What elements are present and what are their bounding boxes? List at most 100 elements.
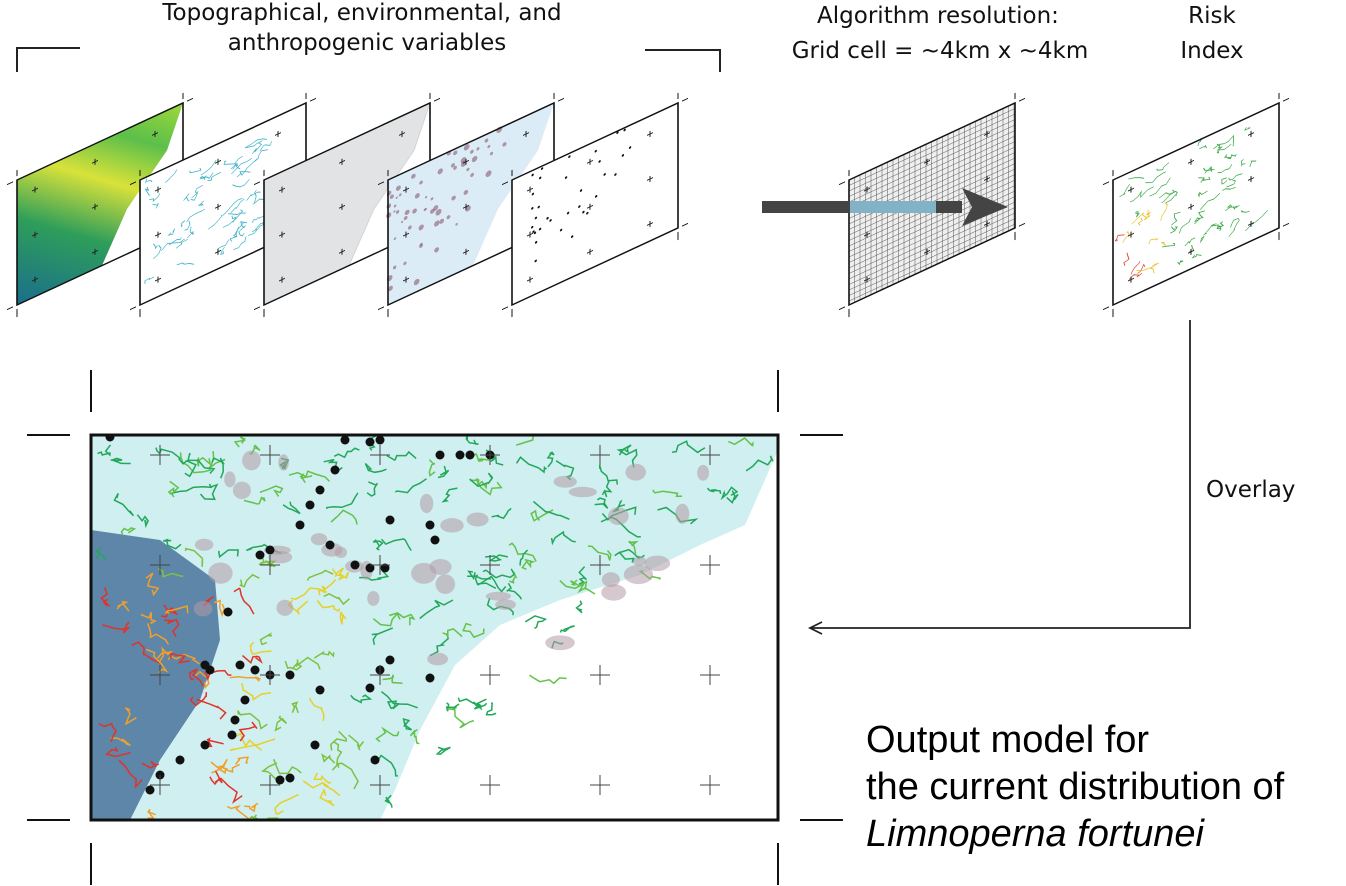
river	[233, 732, 263, 751]
point	[614, 173, 617, 176]
river	[550, 530, 576, 546]
occurrence	[315, 685, 325, 695]
river	[273, 758, 302, 775]
river	[333, 447, 360, 459]
panel-frame	[1112, 101, 1280, 307]
variables-title: Topographical, environmental, and	[161, 0, 561, 26]
urban-area	[278, 454, 289, 471]
stream	[1217, 163, 1233, 174]
urban-spot	[404, 209, 410, 216]
crop-tick	[130, 181, 136, 186]
river	[234, 756, 250, 765]
river	[239, 573, 260, 588]
occurrence	[205, 665, 215, 675]
stream	[1171, 211, 1181, 226]
stream	[229, 226, 240, 242]
risk-title: Index	[1180, 38, 1243, 64]
urban-spot	[470, 172, 474, 178]
stream	[253, 189, 257, 203]
arrow-head	[962, 188, 1008, 226]
river	[120, 527, 137, 535]
point	[621, 154, 625, 157]
stream	[1146, 209, 1152, 217]
river	[237, 710, 268, 730]
river	[179, 452, 212, 474]
grid-cell-line	[849, 113, 1015, 192]
stream	[232, 222, 244, 238]
stream	[230, 162, 239, 170]
river	[616, 448, 638, 468]
stream	[1199, 144, 1207, 150]
stream	[1160, 202, 1168, 221]
urban-area	[697, 464, 710, 481]
river	[530, 509, 554, 522]
output-species: Limnoperna fortunei	[866, 813, 1206, 855]
river	[238, 721, 258, 742]
river	[218, 549, 239, 559]
river	[519, 549, 529, 566]
urban-spot	[403, 261, 407, 266]
stream	[176, 262, 195, 266]
occurrence	[430, 535, 440, 545]
river	[299, 473, 313, 484]
point	[531, 207, 534, 210]
stream	[198, 200, 205, 206]
river	[316, 600, 341, 612]
stream	[1245, 209, 1268, 232]
river	[720, 486, 739, 501]
river	[371, 627, 394, 645]
river	[482, 568, 516, 579]
river	[204, 669, 232, 682]
stream	[1224, 154, 1232, 159]
urban-spot	[455, 222, 458, 226]
occurrence	[375, 435, 385, 445]
river	[146, 808, 156, 819]
grid-cell-line	[849, 135, 1015, 214]
river	[578, 566, 588, 585]
point	[568, 155, 571, 158]
river	[205, 737, 224, 748]
river	[485, 554, 508, 562]
river	[364, 462, 387, 474]
stream	[238, 225, 246, 237]
point	[532, 230, 535, 233]
river	[274, 715, 288, 732]
river	[469, 479, 503, 496]
river	[402, 718, 413, 731]
stream	[167, 228, 175, 236]
stream	[1193, 217, 1201, 225]
river	[102, 621, 131, 634]
river	[253, 814, 262, 820]
river	[187, 452, 216, 474]
urban-area	[367, 590, 380, 606]
stream	[1148, 238, 1159, 245]
point	[534, 216, 538, 220]
grid-cell-line	[849, 223, 1015, 302]
stream	[161, 238, 185, 252]
crop-tick	[1103, 306, 1109, 311]
river	[318, 579, 337, 596]
river	[196, 698, 227, 720]
occurrence	[325, 540, 335, 550]
river	[394, 478, 427, 494]
river	[313, 772, 332, 784]
river	[116, 600, 130, 612]
urban-spot	[466, 167, 470, 172]
river	[372, 539, 384, 551]
stream	[1197, 190, 1208, 198]
river	[477, 575, 507, 593]
map-frame	[89, 433, 780, 822]
stream	[1227, 153, 1237, 160]
river	[559, 625, 575, 633]
point	[534, 240, 538, 244]
occurrence	[285, 773, 295, 783]
river	[515, 456, 547, 474]
algorithm-title: Algorithm resolution:	[817, 3, 1059, 29]
point	[582, 210, 585, 214]
crop-tick	[254, 306, 260, 311]
crop-tick	[502, 181, 508, 186]
urban-spot	[393, 237, 397, 241]
layer-panel	[1103, 92, 1289, 318]
occurrence	[385, 655, 395, 665]
